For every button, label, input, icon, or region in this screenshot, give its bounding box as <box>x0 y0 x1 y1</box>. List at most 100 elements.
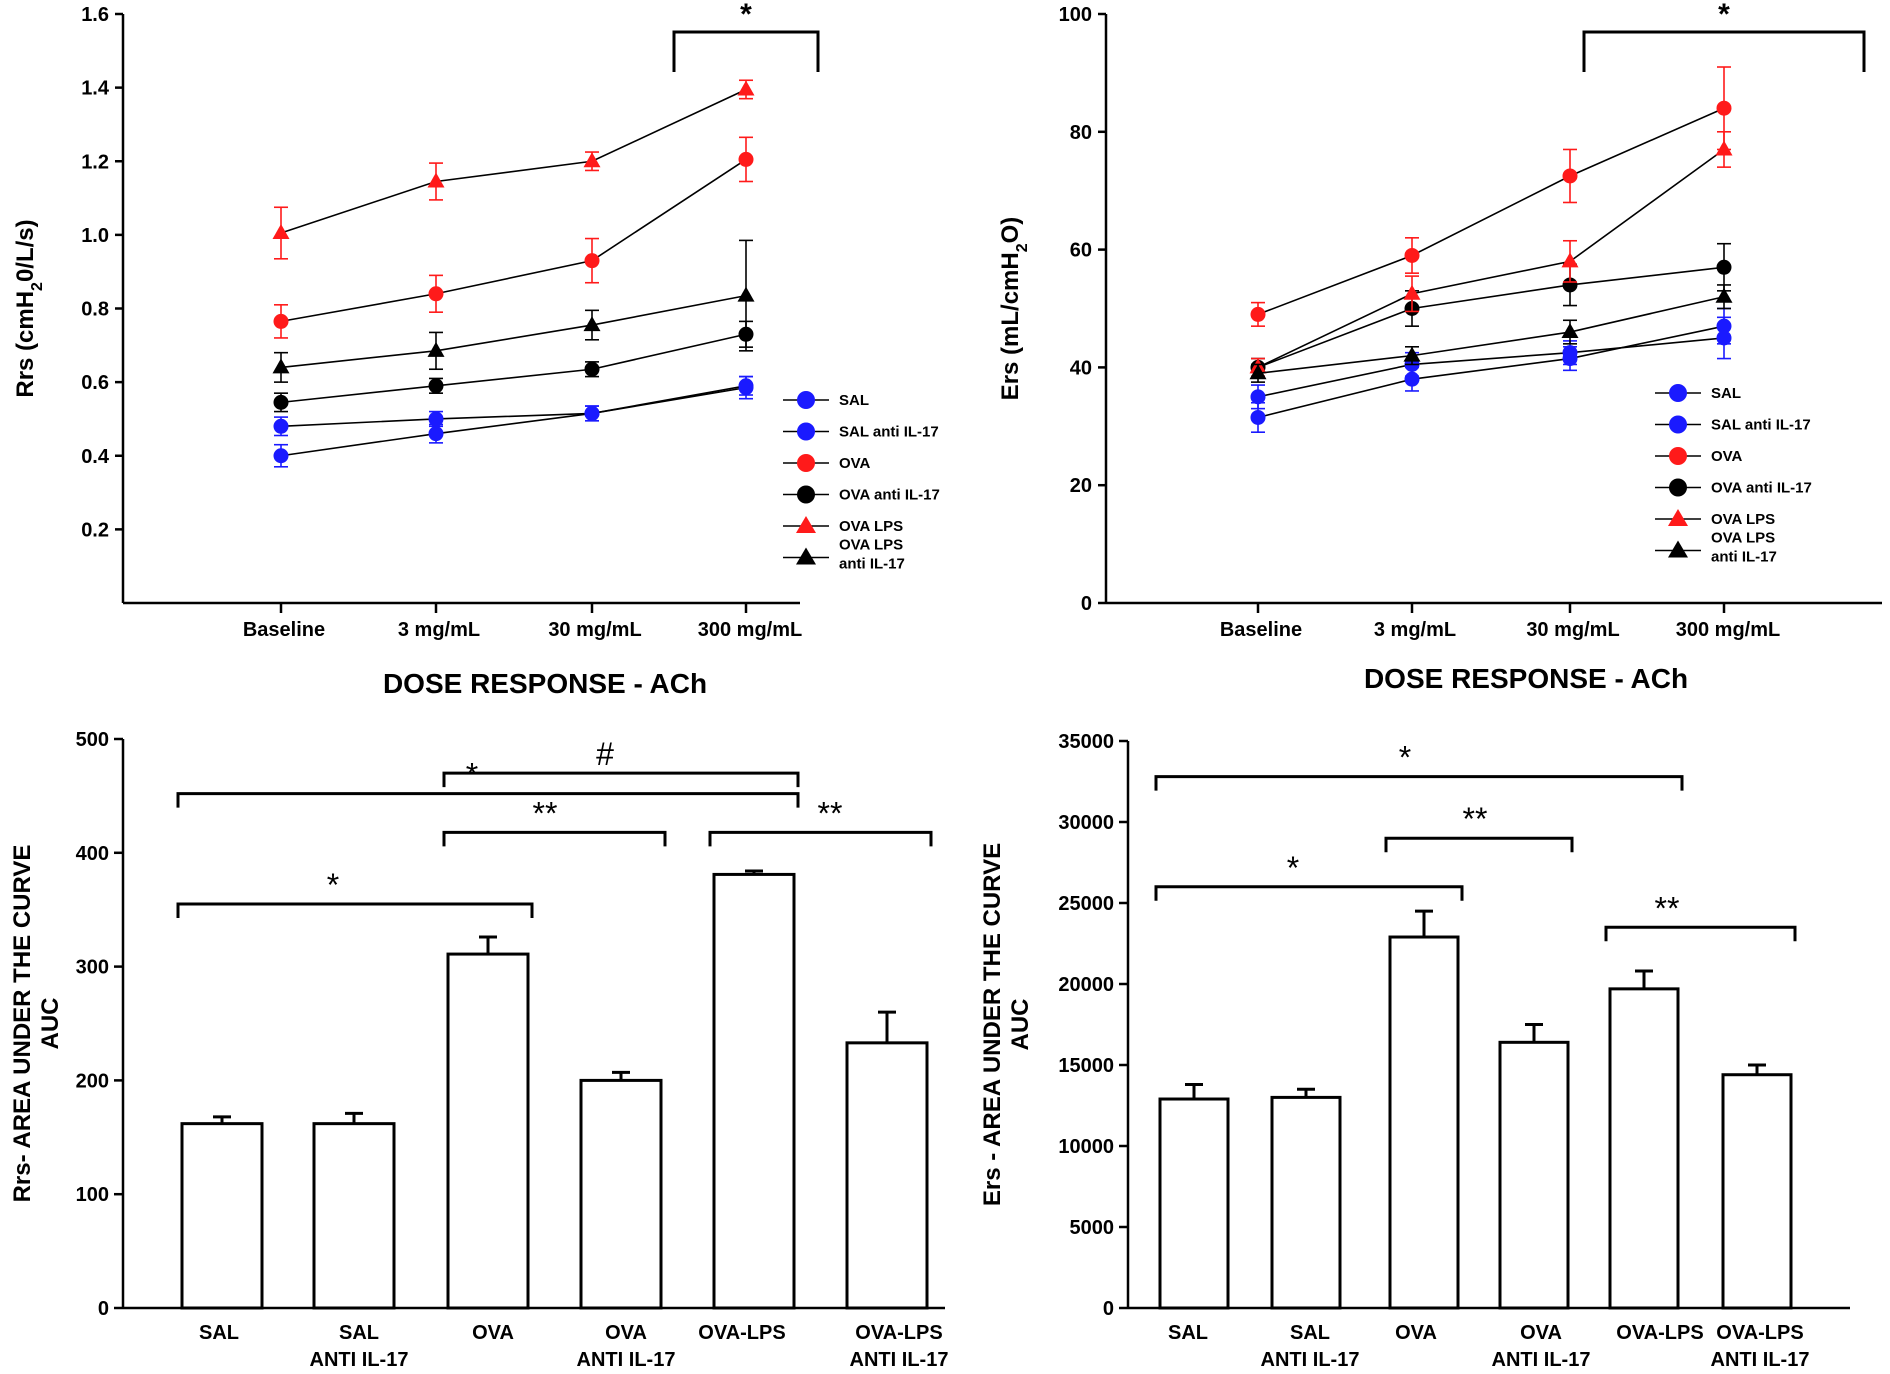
series-ova <box>273 136 754 339</box>
significance-bracket: ** <box>708 795 933 847</box>
x-category-label: OVA <box>472 1322 514 1344</box>
legend-marker <box>1669 447 1687 465</box>
y-tick-label: 1.6 <box>81 4 109 26</box>
data-point <box>1250 389 1266 405</box>
legend-label: OVA LPS <box>1711 530 1775 547</box>
data-point <box>428 411 444 427</box>
significance-bracket: ** <box>442 795 667 847</box>
x-tick-label: 300 mg/mL <box>698 619 802 641</box>
x-tick-label: 30 mg/mL <box>548 619 641 641</box>
y-axis-title-subscript: 2 <box>29 282 46 291</box>
bracket-line <box>1604 925 1797 942</box>
y-tick-label: 40 <box>1070 357 1092 379</box>
ers-auc-bar-chart: 0 5000 10000 15000 20000 25000 30000 35000 Ers -… <box>979 731 1850 1371</box>
x-tick-label: Baseline <box>1220 619 1302 641</box>
y-tick-label: 1.0 <box>81 225 109 247</box>
data-point <box>428 426 444 442</box>
legend-marker <box>1669 415 1687 434</box>
x-tick-label: 30 mg/mL <box>1526 619 1619 641</box>
bar-ova-lps: OVA-LPS <box>698 869 796 1344</box>
data-point <box>427 172 445 188</box>
bracket-line <box>442 830 667 847</box>
legend-marker <box>796 547 816 565</box>
y-tick-label: 0.6 <box>81 372 109 394</box>
series-line <box>280 158 747 323</box>
y-axis-title: Ers - AREA UNDER THE CURVE <box>979 843 1006 1206</box>
x-axis-title: DOSE RESPONSE - ACh <box>383 668 707 699</box>
data-point <box>273 394 289 410</box>
y-tick-label: 1.2 <box>81 151 109 173</box>
bracket-line <box>1384 836 1574 853</box>
data-point <box>1403 346 1421 362</box>
legend-marker <box>1669 384 1687 402</box>
bar-sal: SAL <box>1158 1082 1230 1344</box>
bracket-label: # <box>596 736 614 772</box>
data-point <box>1403 284 1421 300</box>
x-category-label: SAL <box>1168 1322 1208 1344</box>
data-point <box>583 152 601 168</box>
data-point <box>1404 247 1420 263</box>
bracket-line <box>176 792 800 808</box>
data-point <box>584 253 600 269</box>
x-category-label: ANTI IL-17 <box>577 1349 676 1371</box>
series-line <box>280 88 747 234</box>
significance-bracket: * <box>1582 0 1866 72</box>
y-tick-label: 20000 <box>1058 974 1114 996</box>
legend-label: OVA LPS <box>1711 511 1775 528</box>
y-tick-label: 10000 <box>1058 1136 1114 1158</box>
legend-marker <box>1668 540 1688 558</box>
legend-item-sal-anti-il-17: SAL anti IL-17 <box>783 422 939 441</box>
legend-marker <box>796 516 816 533</box>
bar <box>1388 935 1460 1310</box>
bracket-label: * <box>466 757 478 793</box>
series-line <box>1257 148 1725 369</box>
x-category-label: OVA-LPS <box>1716 1322 1803 1344</box>
x-category-label: OVA <box>1395 1322 1437 1344</box>
data-point <box>272 358 290 374</box>
bar-ova-anti-il-17: OVA ANTI IL-17 <box>577 1070 676 1371</box>
ers-line-chart: 0 20 40 60 80 100 Baseline 3 mg/mL 30 mg/mL 300 m… <box>997 0 1882 694</box>
y-tick-label: 25000 <box>1058 893 1114 915</box>
bracket-line <box>672 30 820 72</box>
data-point <box>584 405 600 421</box>
y-tick-label: 0.4 <box>81 446 110 468</box>
bar <box>1721 1073 1793 1310</box>
legend-item-ova-anti-il-17: OVA anti IL-17 <box>783 485 940 504</box>
x-category-label: OVA <box>1520 1322 1562 1344</box>
legend-marker <box>797 391 815 409</box>
y-axis-title-part: Rrs (cmH <box>12 291 39 398</box>
bracket-line <box>442 771 800 788</box>
bracket-label: * <box>327 867 339 903</box>
y-tick-label: 100 <box>76 1184 109 1206</box>
data-point <box>428 378 444 394</box>
significance-bracket: * <box>1154 740 1684 791</box>
legend-label: anti IL-17 <box>1711 549 1777 566</box>
x-category-label: ANTI IL-17 <box>310 1349 409 1371</box>
data-point <box>738 151 754 167</box>
series-line <box>1257 266 1725 369</box>
bar-ova-lps: OVA-LPS <box>1608 969 1704 1344</box>
legend-label: SAL <box>1711 385 1741 402</box>
data-point <box>273 313 289 329</box>
data-point <box>737 286 755 302</box>
significance-bracket: # <box>442 736 800 788</box>
data-point <box>738 378 754 394</box>
significance-bracket: ** <box>1384 801 1574 853</box>
y-tick-label: 80 <box>1070 122 1092 144</box>
y-tick-label: 60 <box>1070 240 1092 262</box>
bracket-line <box>708 830 933 847</box>
x-tick-label: Baseline <box>243 619 325 641</box>
legend-item-sal: SAL <box>783 391 869 409</box>
legend-label: anti IL-17 <box>839 556 905 573</box>
y-tick-label: 30000 <box>1058 812 1114 834</box>
legend-item-ova-anti-il-17: OVA anti IL-17 <box>1655 478 1812 497</box>
x-axis-title: DOSE RESPONSE - ACh <box>1364 663 1688 694</box>
series-ova-lps-anti-il-17 <box>272 239 755 383</box>
bar <box>180 1122 264 1310</box>
y-tick-label: 100 <box>1059 4 1092 26</box>
x-category-label: ANTI IL-17 <box>1711 1349 1810 1371</box>
data-point <box>1249 364 1267 380</box>
significance-bracket: * <box>1154 850 1464 901</box>
bracket-label: * <box>1718 0 1730 31</box>
y-tick-label: 15000 <box>1058 1055 1114 1077</box>
